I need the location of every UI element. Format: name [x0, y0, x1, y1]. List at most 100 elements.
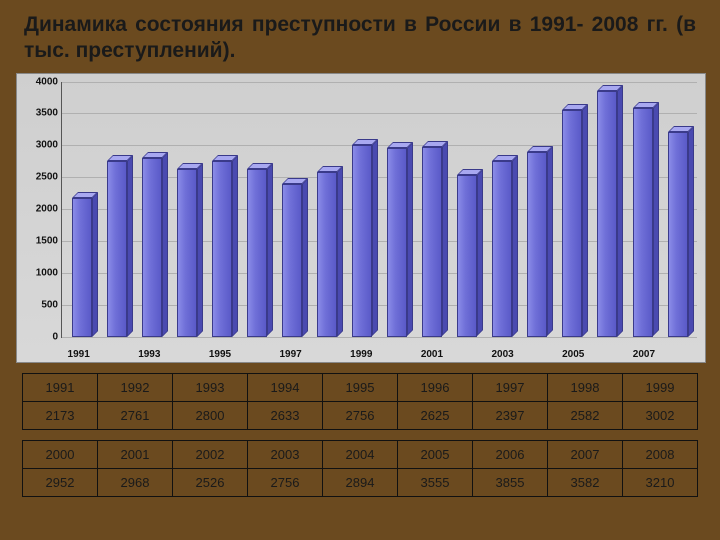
bar-slot — [134, 82, 169, 337]
bar — [527, 152, 547, 336]
bar-slot — [415, 82, 450, 337]
slide: Динамика состояния преступности в России… — [0, 0, 720, 540]
table-header-cell: 1997 — [473, 373, 548, 401]
x-tick-label — [96, 349, 131, 360]
table-header-cell: 1992 — [98, 373, 173, 401]
bar — [72, 198, 92, 337]
bar — [247, 169, 267, 336]
x-tick-label — [450, 349, 485, 360]
table-value-cell: 2800 — [173, 401, 248, 429]
bar — [177, 169, 197, 337]
table-value-cell: 2968 — [98, 468, 173, 496]
table-header-cell: 2006 — [473, 440, 548, 468]
bar — [282, 184, 302, 337]
table-header-cell: 1998 — [548, 373, 623, 401]
bar-slot — [660, 82, 695, 337]
bar — [457, 175, 477, 336]
table-header-cell: 2001 — [98, 440, 173, 468]
table-value-cell: 2894 — [323, 468, 398, 496]
table-header-cell: 2002 — [173, 440, 248, 468]
table-header-cell: 1994 — [248, 373, 323, 401]
bar — [352, 145, 372, 336]
y-tick-label: 3000 — [22, 140, 58, 151]
table-header-cell: 1995 — [323, 373, 398, 401]
x-tick-label — [308, 349, 343, 360]
bar-slot — [485, 82, 520, 337]
table-value-cell: 3582 — [548, 468, 623, 496]
bar-slot — [169, 82, 204, 337]
table-value-cell: 2633 — [248, 401, 323, 429]
x-tick-label — [167, 349, 202, 360]
table-value-cell: 2625 — [398, 401, 473, 429]
table-header-cell: 1999 — [623, 373, 698, 401]
bar-slot — [625, 82, 660, 337]
bar-slot — [590, 82, 625, 337]
x-tick-label — [591, 349, 626, 360]
table-value-cell: 2582 — [548, 401, 623, 429]
bar-slot — [555, 82, 590, 337]
bar — [562, 110, 582, 337]
x-tick-label: 2005 — [556, 349, 591, 360]
bar-slot — [64, 82, 99, 337]
table-value-cell: 3555 — [398, 468, 473, 496]
bar-slot — [239, 82, 274, 337]
bar — [107, 161, 127, 337]
x-axis-labels: 1991 1993 1995 1997 1999 2001 2003 2005 2007 — [61, 349, 697, 360]
bar — [492, 161, 512, 337]
x-tick-label: 1997 — [273, 349, 308, 360]
grid-line — [62, 337, 697, 338]
table-value-cell: 3210 — [623, 468, 698, 496]
table-value-cell: 2761 — [98, 401, 173, 429]
table-header-cell: 2008 — [623, 440, 698, 468]
table-1991-1999: 199119921993199419951996199719981999 217… — [22, 373, 698, 430]
table-header-cell: 2003 — [248, 440, 323, 468]
table-value-cell: 2526 — [173, 468, 248, 496]
x-tick-label: 1991 — [61, 349, 96, 360]
table-value-cell: 2952 — [23, 468, 98, 496]
y-tick-label: 0 — [22, 331, 58, 342]
table-value-cell: 3855 — [473, 468, 548, 496]
table-header-cell: 1993 — [173, 373, 248, 401]
plot-area: 05001000150020002500300035004000 — [61, 82, 697, 338]
bar — [597, 91, 617, 337]
x-tick-label: 2001 — [414, 349, 449, 360]
table-value-cell: 3002 — [623, 401, 698, 429]
bar — [387, 148, 407, 336]
x-tick-label: 1995 — [202, 349, 237, 360]
bar — [142, 158, 162, 337]
x-tick-label: 2003 — [485, 349, 520, 360]
x-tick-label: 1993 — [132, 349, 167, 360]
table-header-cell: 1991 — [23, 373, 98, 401]
bar — [212, 161, 232, 337]
y-tick-label: 2500 — [22, 172, 58, 183]
y-tick-label: 1500 — [22, 235, 58, 246]
table-value-cell: 2173 — [23, 401, 98, 429]
bar-slot — [450, 82, 485, 337]
bar-slot — [345, 82, 380, 337]
table-header-cell: 2005 — [398, 440, 473, 468]
bar — [668, 132, 688, 337]
bar-slot — [274, 82, 309, 337]
y-tick-label: 2000 — [22, 204, 58, 215]
y-tick-label: 4000 — [22, 76, 58, 87]
table-header-cell: 2000 — [23, 440, 98, 468]
slide-title: Динамика состояния преступности в России… — [16, 12, 704, 65]
bar — [633, 108, 653, 336]
y-tick-label: 3500 — [22, 108, 58, 119]
x-tick-label — [520, 349, 555, 360]
table-header-cell: 1996 — [398, 373, 473, 401]
bar-slot — [380, 82, 415, 337]
bar-slot — [309, 82, 344, 337]
table-value-cell: 2397 — [473, 401, 548, 429]
bar — [317, 172, 337, 337]
table-header-cell: 2004 — [323, 440, 398, 468]
x-tick-label — [662, 349, 697, 360]
x-tick-label: 2007 — [626, 349, 661, 360]
bar-chart: 05001000150020002500300035004000 1991199… — [16, 73, 706, 363]
table-2000-2008: 200020012002200320042005200620072008 295… — [22, 440, 698, 497]
data-tables: 199119921993199419951996199719981999 217… — [16, 373, 704, 497]
table-value-cell: 2756 — [323, 401, 398, 429]
x-tick-label: 1999 — [344, 349, 379, 360]
bars-container — [62, 82, 697, 337]
y-tick-label: 500 — [22, 299, 58, 310]
